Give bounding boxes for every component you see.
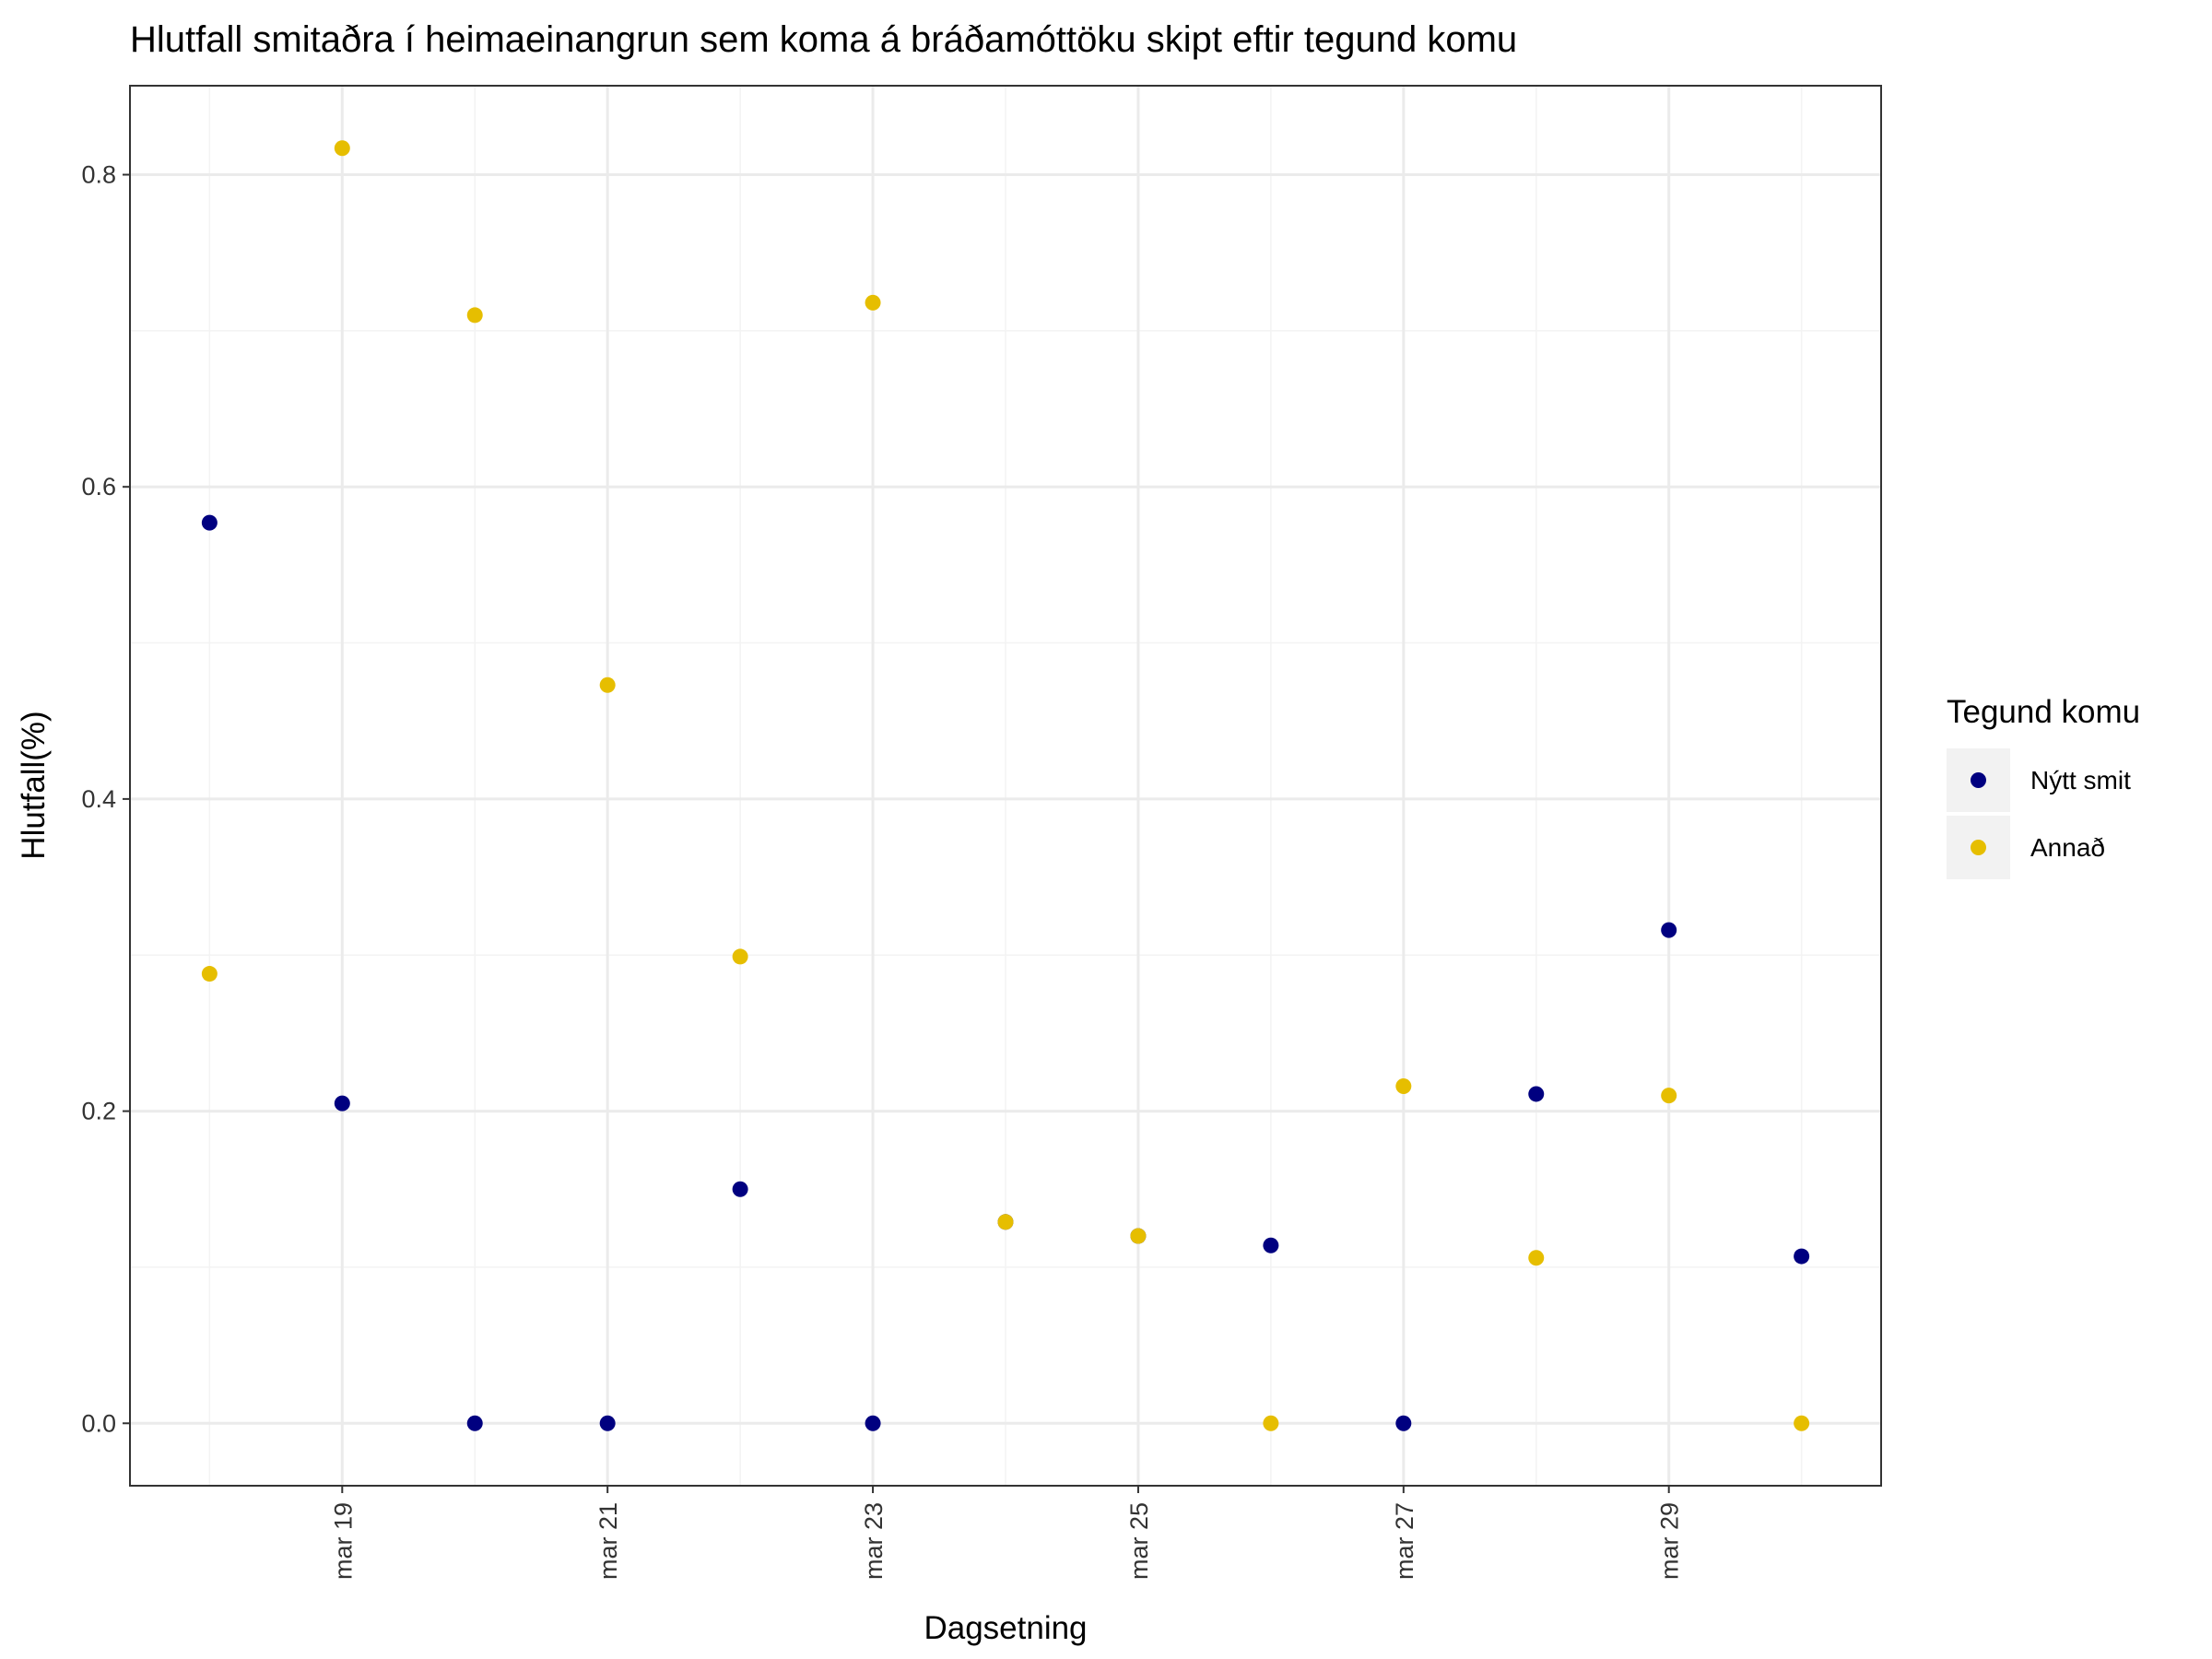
x-tick-label: mar 29: [1656, 1502, 1684, 1580]
data-point: [1528, 1250, 1545, 1266]
chart-title: Hlutfall smitaðra í heimaeinangrun sem k…: [130, 19, 1517, 60]
x-tick-label: mar 27: [1391, 1502, 1418, 1580]
x-tick-label: mar 19: [329, 1502, 357, 1580]
axes: 0.0 0.2 0.4 0.6 0.8 mar 19 mar 21 mar 23 mar 25 m…: [81, 161, 1683, 1581]
legend-marker: [1971, 840, 1986, 855]
x-tick-label: mar 25: [1125, 1502, 1153, 1580]
panel-border: [129, 85, 1882, 1487]
data-point: [1794, 1248, 1810, 1265]
x-axis-title: Dagsetning: [924, 1610, 1087, 1646]
data-point: [201, 966, 218, 982]
data-point: [865, 1415, 881, 1431]
data-point: [1395, 1077, 1412, 1094]
x-tick-label: mar 21: [594, 1502, 622, 1580]
legend-title: Tegund komu: [1947, 694, 2140, 730]
gridlines: [130, 86, 1881, 1486]
data-point: [1263, 1415, 1279, 1431]
y-tick-label: 0.0: [81, 1409, 116, 1437]
y-tick-label: 0.2: [81, 1098, 116, 1125]
data-point: [1794, 1415, 1810, 1431]
data-point: [599, 1415, 616, 1431]
y-tick-label: 0.6: [81, 473, 116, 500]
data-point: [334, 140, 350, 157]
data-point: [732, 1181, 748, 1197]
data-point: [466, 1415, 483, 1431]
data-point: [1130, 1228, 1147, 1244]
series-2: [201, 140, 1810, 1431]
data-point: [1661, 1088, 1677, 1104]
y-axis-title: Hlutfall(%): [16, 711, 52, 859]
legend: Tegund komu Nýtt smit Annað: [1947, 694, 2140, 879]
x-tick-label: mar 23: [860, 1502, 888, 1580]
legend-marker: [1971, 772, 1986, 788]
data-point: [732, 948, 748, 965]
data-point: [865, 294, 881, 311]
data-points: [201, 140, 1810, 1431]
data-point: [1528, 1086, 1545, 1102]
data-point: [997, 1214, 1014, 1230]
data-point: [599, 677, 616, 693]
data-point: [334, 1095, 350, 1112]
y-tick-label: 0.4: [81, 785, 116, 813]
data-point: [1263, 1237, 1279, 1253]
y-tick-label: 0.8: [81, 161, 116, 189]
legend-label: Nýtt smit: [2030, 766, 2131, 794]
data-point: [1661, 922, 1677, 938]
data-point: [466, 307, 483, 324]
legend-label: Annað: [2030, 833, 2105, 862]
data-point: [201, 514, 218, 531]
data-point: [1395, 1415, 1412, 1431]
